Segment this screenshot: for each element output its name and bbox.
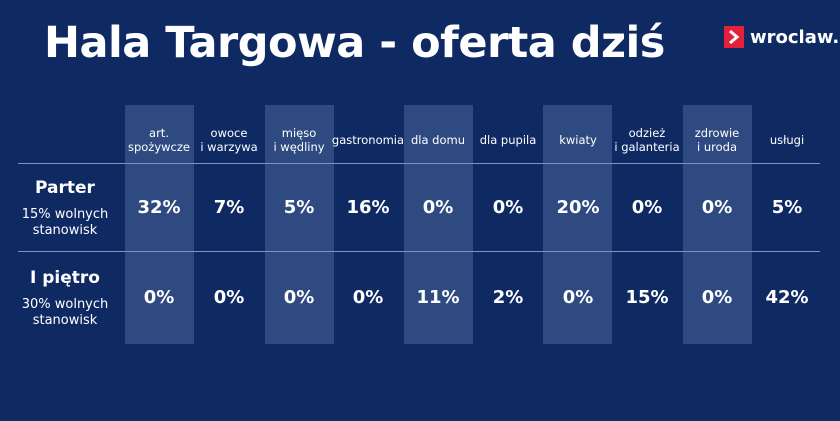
table-cell: 15% <box>625 287 669 308</box>
row-subtitle: 15% wolnych stanowisk <box>21 207 109 238</box>
column-highlight-spozywcze <box>125 105 194 344</box>
column-header: art. spożywcze <box>127 126 190 154</box>
table-cell: 20% <box>556 197 600 218</box>
table-cell: 0% <box>562 287 594 308</box>
table-cell: 11% <box>416 287 460 308</box>
table-cell: 16% <box>346 197 390 218</box>
table-cell: 0% <box>492 197 524 218</box>
column-header: gastronomia <box>331 133 405 147</box>
column-header: dla domu <box>410 133 466 147</box>
row-subtitle: 30% wolnych stanowisk <box>21 297 109 328</box>
row-divider <box>18 163 820 164</box>
row-label-parter: Parter 15% wolnych stanowisk <box>10 178 120 239</box>
chevron-right-icon <box>724 26 744 48</box>
column-header: kwiaty <box>559 133 597 147</box>
table-cell: 0% <box>422 197 454 218</box>
column-header: odzież i galanteria <box>614 126 680 154</box>
table-cell: 7% <box>213 197 245 218</box>
column-header: usługi <box>769 133 805 147</box>
column-highlight-kwiaty <box>543 105 612 344</box>
table-cell: 32% <box>137 197 181 218</box>
table-cell: 5% <box>283 197 315 218</box>
column-highlight-dla-domu <box>404 105 473 344</box>
column-highlight-mieso <box>265 105 334 344</box>
table-cell: 0% <box>701 197 733 218</box>
page-title: Hala Targowa - oferta dziś <box>44 18 665 68</box>
row-title: Parter <box>35 178 95 198</box>
column-header: mięso i wędliny <box>273 126 325 154</box>
table-cell: 0% <box>701 287 733 308</box>
row-divider <box>18 251 820 252</box>
table-cell: 0% <box>631 197 663 218</box>
table-cell: 0% <box>352 287 384 308</box>
column-highlight-zdrowie <box>683 105 752 344</box>
table-cell: 42% <box>765 287 809 308</box>
table-cell: 2% <box>492 287 524 308</box>
table-cell: 0% <box>283 287 315 308</box>
row-title: I piętro <box>30 268 100 288</box>
wroclaw-logo[interactable]: wroclaw.pl <box>724 26 840 48</box>
column-header: zdrowie i uroda <box>694 126 740 154</box>
logo-text: wroclaw.pl <box>750 26 840 48</box>
row-label-i-pietro: I piętro 30% wolnych stanowisk <box>10 268 120 329</box>
table-cell: 0% <box>143 287 175 308</box>
column-header: dla pupila <box>479 133 537 147</box>
table-cell: 0% <box>213 287 245 308</box>
table-cell: 5% <box>771 197 803 218</box>
column-header: owoce i warzywa <box>200 126 258 154</box>
